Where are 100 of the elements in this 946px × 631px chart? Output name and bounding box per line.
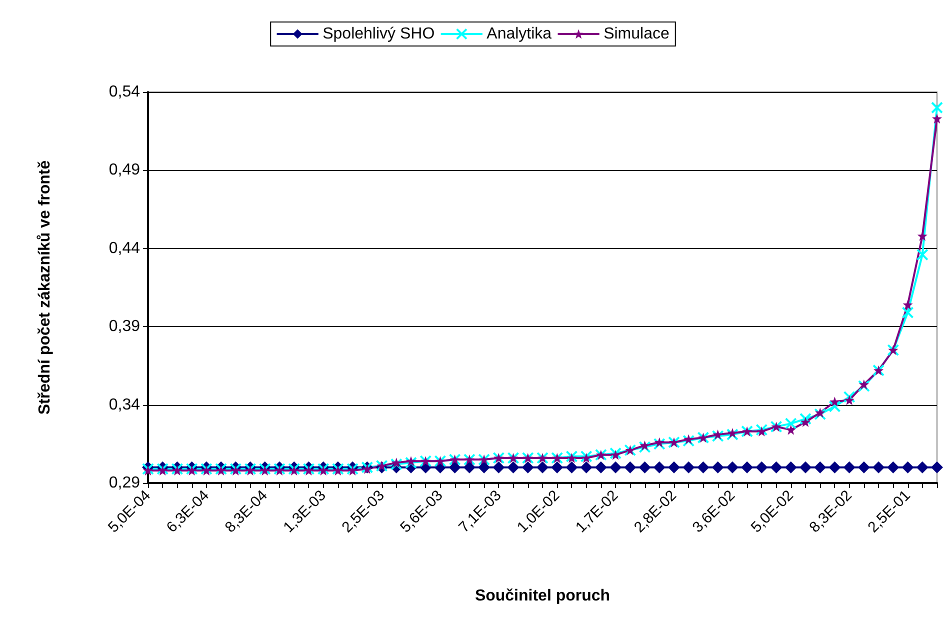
point [726, 461, 738, 474]
legend-label: Simulace [604, 26, 670, 42]
point [800, 461, 812, 474]
point [902, 306, 914, 319]
y-tick-label: 0,29 [108, 474, 140, 492]
point [800, 412, 812, 425]
point [932, 114, 942, 124]
legend-label: Spolehlivý SHO [322, 26, 435, 42]
point [830, 396, 840, 407]
point [756, 426, 767, 436]
point [756, 424, 768, 436]
point [916, 248, 928, 261]
point [566, 461, 578, 474]
point [624, 461, 636, 474]
point [756, 461, 768, 474]
point [391, 458, 402, 468]
point [858, 379, 869, 390]
y-axis-title: Střední počet zákazníků ve frontě [36, 160, 54, 415]
point [741, 461, 754, 474]
point [653, 461, 666, 474]
point [610, 461, 622, 474]
point [814, 408, 826, 420]
point [406, 456, 416, 466]
point [697, 461, 710, 474]
point [814, 461, 826, 474]
point [260, 465, 270, 476]
point [638, 441, 651, 454]
point [216, 465, 226, 476]
point [726, 428, 738, 441]
point [844, 395, 854, 406]
point [405, 456, 417, 469]
point [610, 447, 622, 460]
point [289, 465, 300, 476]
point [931, 102, 943, 114]
y-tick-label: 0,39 [108, 318, 140, 336]
point [551, 461, 564, 474]
point [931, 461, 943, 474]
point [858, 461, 870, 474]
point [786, 424, 796, 435]
point [653, 438, 666, 450]
point [843, 461, 856, 474]
point [304, 465, 314, 476]
point [640, 440, 650, 450]
point [770, 461, 782, 474]
point [843, 390, 856, 403]
y-tick-label: 0,44 [108, 240, 140, 257]
point [682, 434, 695, 447]
point [594, 461, 607, 474]
point [448, 461, 461, 474]
x-axis-title: Součinitel poruch [474, 588, 610, 604]
point [566, 452, 577, 463]
point [581, 452, 592, 463]
point [784, 461, 797, 474]
point [580, 461, 592, 474]
point [800, 417, 810, 428]
point [478, 461, 490, 474]
legend-label: Analytika [486, 26, 552, 42]
point [917, 230, 928, 241]
point [668, 461, 680, 474]
point [143, 465, 153, 476]
point [172, 465, 182, 476]
point [712, 430, 724, 442]
point [828, 461, 841, 474]
point [492, 461, 505, 474]
y-tick-label: 0,34 [108, 396, 140, 414]
point [348, 465, 358, 476]
point [186, 465, 197, 476]
point [887, 461, 900, 474]
point [872, 461, 885, 474]
point [858, 380, 870, 392]
point [682, 461, 695, 474]
point [784, 418, 797, 430]
point [712, 430, 723, 440]
point [318, 465, 328, 476]
point [638, 461, 651, 474]
point [916, 461, 928, 474]
point [727, 428, 738, 438]
point [902, 300, 913, 310]
point [332, 465, 343, 476]
point [566, 450, 578, 462]
point [610, 450, 621, 460]
y-tick-label: 0,54 [108, 84, 140, 100]
point [507, 461, 520, 474]
point [463, 461, 476, 474]
point [201, 465, 212, 476]
point [362, 464, 372, 474]
point [815, 408, 826, 418]
point [230, 465, 241, 476]
y-tick-label: 0,49 [108, 162, 140, 179]
point [245, 465, 256, 476]
point [902, 461, 914, 474]
point [274, 465, 284, 476]
point [712, 461, 724, 474]
point [158, 465, 168, 476]
point [536, 461, 548, 474]
point [684, 434, 694, 444]
point [580, 450, 592, 462]
point [828, 400, 841, 412]
point [390, 458, 402, 470]
point [522, 461, 534, 474]
